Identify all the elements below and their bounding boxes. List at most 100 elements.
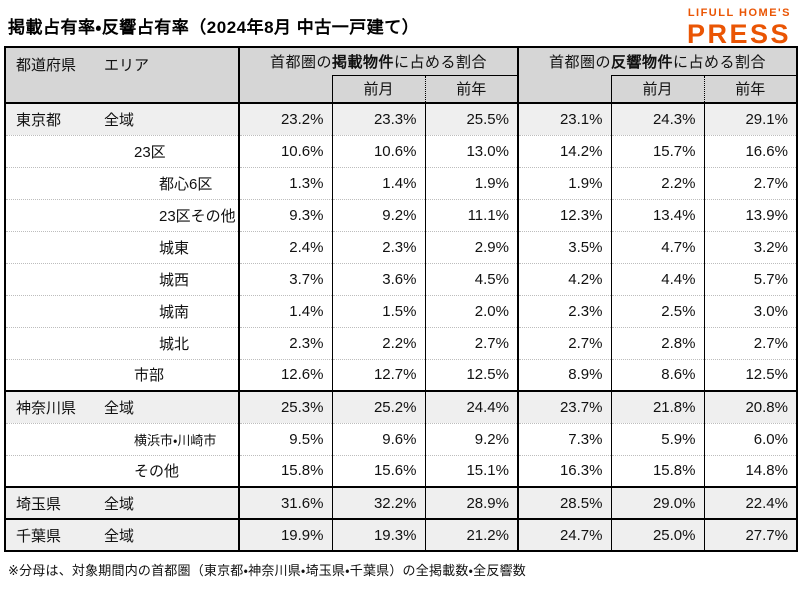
area-label: 城東 [159, 239, 190, 257]
row-header-cell: 市部 [5, 358, 239, 391]
value-cell: 2.2% [610, 166, 704, 199]
value-cell: 16.3% [517, 454, 611, 487]
row-header-cell: 城西 [5, 262, 239, 295]
group-header-emphasis: 掲載物件 [331, 53, 394, 71]
group-header-suffix: に占める割合 [673, 53, 767, 71]
value-cell: 3.2% [703, 230, 797, 263]
page-title: 掲載占有率・反響占有率（2024年8月 中古一戸建て） [8, 18, 420, 37]
value-cell: 19.9% [238, 518, 332, 551]
value-cell: 20.8% [703, 390, 797, 423]
value-cell: 1.4% [331, 166, 425, 199]
corner-header-cell: 都道府県 エリア [5, 47, 239, 103]
value-cell: 10.6% [331, 134, 425, 167]
prefecture-label: 東京都 [16, 111, 62, 129]
logo-wordmark-press: PRESS [686, 19, 791, 49]
value-cell: 3.5% [517, 230, 611, 263]
area-label: 横浜市・川崎市 [134, 432, 217, 448]
value-cell: 15.8% [610, 454, 704, 487]
value-cell: 2.2% [331, 326, 425, 359]
value-cell: 2.7% [703, 166, 797, 199]
group-header-prefix: 首都圏の [269, 53, 332, 71]
area-label: 都心6区 [159, 175, 213, 193]
prefecture-label: 千葉県 [16, 527, 62, 545]
value-cell: 31.6% [238, 486, 332, 519]
value-cell: 3.0% [703, 294, 797, 327]
value-cell: 25.0% [610, 518, 704, 551]
value-cell: 29.1% [703, 102, 797, 135]
lifull-homes-press-logo: LIFULL HOME'S PRESS [687, 8, 791, 48]
value-cell: 12.6% [238, 358, 332, 391]
value-cell: 25.3% [238, 390, 332, 423]
logo-wordmark-small: LIFULL HOME'S [687, 7, 791, 19]
header-row-subcolumns: 前月 前年 前月 前年 [5, 74, 797, 103]
table-row: 市部 12.6% 12.7% 12.5% 8.9% 8.6% 12.5% [5, 358, 797, 391]
value-cell: 12.7% [331, 358, 425, 391]
prev-year-subheader: 前年 [703, 74, 797, 103]
area-label: 城西 [159, 271, 190, 289]
value-cell: 9.3% [238, 198, 332, 231]
value-cell: 15.8% [238, 454, 332, 487]
prev-month-subheader: 前月 [331, 74, 425, 103]
table-row: 埼玉県 全域 31.6% 32.2% 28.9% 28.5% 29.0% 22.4% [5, 486, 797, 519]
value-cell: 8.9% [517, 358, 611, 391]
current-month-subheader [517, 75, 611, 103]
group-header-suffix: に占める割合 [394, 53, 488, 71]
table-row: 23区 10.6% 10.6% 13.0% 14.2% 15.7% 16.6% [5, 134, 797, 167]
value-cell: 11.1% [424, 198, 518, 231]
area-label: 全域 [104, 527, 135, 545]
value-cell: 25.5% [424, 102, 518, 135]
prefecture-label: 神奈川県 [16, 399, 77, 417]
area-label: 城北 [159, 335, 190, 353]
value-cell: 28.5% [517, 486, 611, 519]
value-cell: 23.7% [517, 390, 611, 423]
area-label: 全域 [104, 495, 135, 513]
row-header-cell: 東京都 全域 [5, 102, 239, 135]
value-cell: 8.6% [610, 358, 704, 391]
value-cell: 24.7% [517, 518, 611, 551]
response-share-group-header: 首都圏の反響物件に占める割合 [517, 47, 797, 75]
header-row-groups: 都道府県 エリア 首都圏の掲載物件に占める割合 首都圏の反響物件に占める割合 [5, 47, 797, 103]
prev-month-subheader: 前月 [610, 74, 704, 103]
value-cell: 29.0% [610, 486, 704, 519]
value-cell: 4.2% [517, 262, 611, 295]
table-row: 城北 2.3% 2.2% 2.7% 2.7% 2.8% 2.7% [5, 326, 797, 359]
area-label: 全域 [104, 111, 135, 129]
row-header-cell: 城北 [5, 326, 239, 359]
table-row: 城南 1.4% 1.5% 2.0% 2.3% 2.5% 3.0% [5, 294, 797, 327]
value-cell: 2.0% [424, 294, 518, 327]
table-header: 都道府県 エリア 首都圏の掲載物件に占める割合 首都圏の反響物件に占める割合 前月… [5, 47, 797, 103]
value-cell: 12.5% [703, 358, 797, 391]
table-row: 東京都 全域 23.2% 23.3% 25.5% 23.1% 24.3% 29.1% [5, 102, 797, 135]
table-row: 23区その他 9.3% 9.2% 11.1% 12.3% 13.4% 13.9% [5, 198, 797, 231]
value-cell: 2.3% [238, 326, 332, 359]
value-cell: 19.3% [331, 518, 425, 551]
value-cell: 15.1% [424, 454, 518, 487]
value-cell: 32.2% [331, 486, 425, 519]
value-cell: 12.5% [424, 358, 518, 391]
row-header-cell: その他 [5, 454, 239, 487]
table-body: 東京都 全域 23.2% 23.3% 25.5% 23.1% 24.3% 29.1% 23区 10… [5, 102, 797, 551]
value-cell: 15.7% [610, 134, 704, 167]
table-row: 城西 3.7% 3.6% 4.5% 4.2% 4.4% 5.7% [5, 262, 797, 295]
value-cell: 9.2% [331, 198, 425, 231]
row-header-cell: 神奈川県 全域 [5, 390, 239, 423]
value-cell: 24.4% [424, 390, 518, 423]
value-cell: 2.4% [238, 230, 332, 263]
table-row: 城東 2.4% 2.3% 2.9% 3.5% 4.7% 3.2% [5, 230, 797, 263]
value-cell: 23.1% [517, 102, 611, 135]
value-cell: 4.4% [610, 262, 704, 295]
current-month-subheader [238, 75, 332, 103]
row-header-cell: 城南 [5, 294, 239, 327]
value-cell: 4.7% [610, 230, 704, 263]
value-cell: 1.9% [424, 166, 518, 199]
value-cell: 1.4% [238, 294, 332, 327]
value-cell: 13.0% [424, 134, 518, 167]
value-cell: 2.9% [424, 230, 518, 263]
row-header-cell: 千葉県 全域 [5, 518, 239, 551]
prev-year-subheader: 前年 [424, 74, 518, 103]
value-cell: 2.7% [517, 326, 611, 359]
value-cell: 2.7% [703, 326, 797, 359]
row-header-cell: 都心6区 [5, 166, 239, 199]
value-cell: 9.5% [238, 422, 332, 455]
